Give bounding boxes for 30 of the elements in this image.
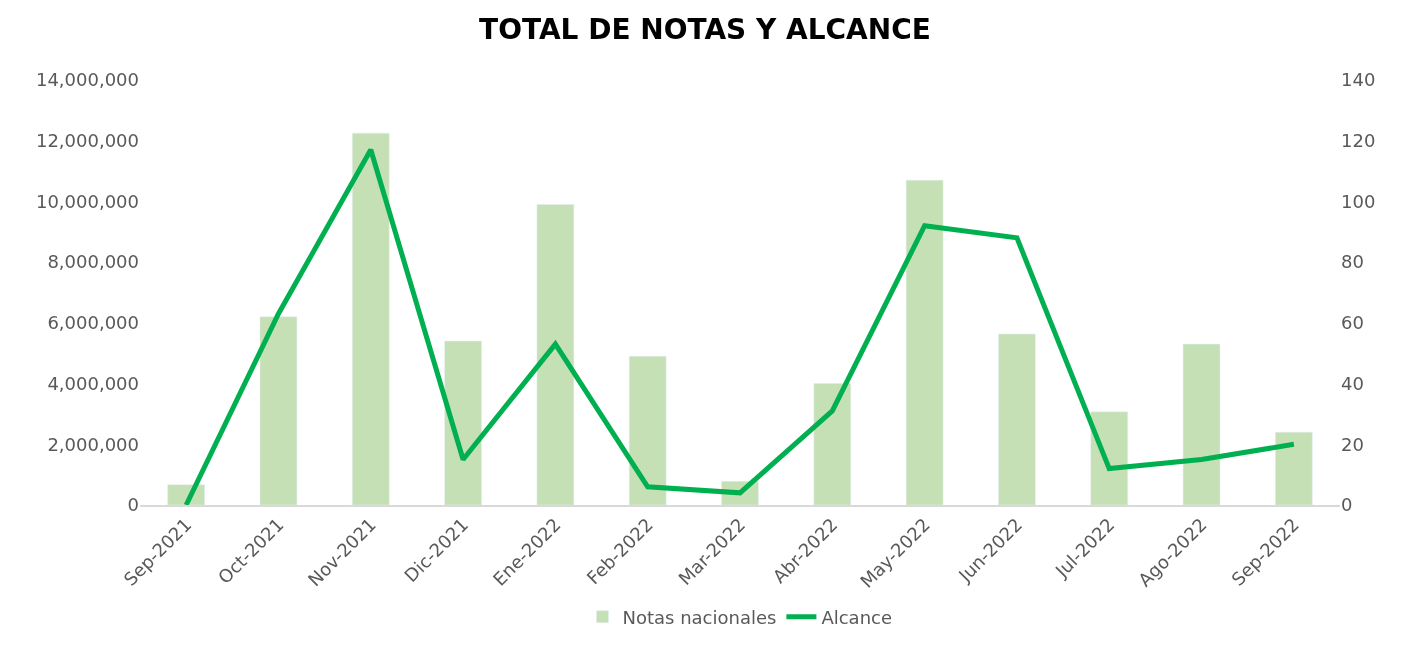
- y2-tick-label: 40: [1341, 372, 1364, 394]
- bar: [905, 179, 944, 505]
- y-tick-label: 12,000,000: [35, 130, 139, 152]
- y2-tick-label: 100: [1341, 190, 1376, 212]
- legend-label: Alcance: [821, 606, 893, 628]
- y2-tick-label: 120: [1341, 130, 1376, 152]
- y2-tick-label: 140: [1341, 69, 1376, 91]
- bar: [628, 356, 667, 505]
- y2-tick-label: 0: [1341, 494, 1353, 516]
- y-tick-label: 14,000,000: [35, 69, 139, 91]
- legend-label: Notas nacionales: [622, 606, 777, 628]
- bar: [536, 204, 575, 505]
- y-tick-label: 2,000,000: [47, 433, 139, 455]
- y2-tick-label: 20: [1341, 433, 1364, 455]
- y-tick-label: 4,000,000: [47, 372, 139, 394]
- y-tick-label: 10,000,000: [35, 190, 139, 212]
- y-tick-label: 6,000,000: [47, 312, 139, 334]
- y2-tick-label: 80: [1341, 251, 1364, 273]
- bar: [813, 383, 852, 505]
- y-tick-label: 8,000,000: [47, 251, 139, 273]
- bar: [444, 340, 482, 505]
- bar: [998, 333, 1036, 505]
- bar: [1275, 431, 1313, 505]
- bar: [1182, 343, 1221, 505]
- bar: [259, 316, 298, 505]
- y2-tick-label: 60: [1341, 312, 1364, 334]
- chart-title: TOTAL DE NOTAS Y ALCANCE: [479, 13, 931, 47]
- bar: [352, 132, 390, 505]
- bar: [1090, 411, 1128, 505]
- y-tick-label: 0: [127, 494, 139, 516]
